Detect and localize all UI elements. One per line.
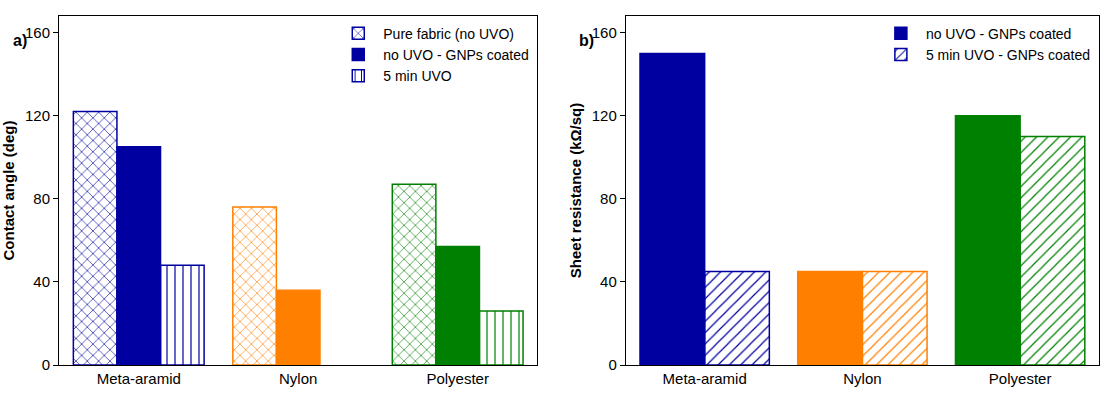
- svg-text:120: 120: [592, 107, 617, 124]
- svg-text:Meta-aramid: Meta-aramid: [97, 370, 181, 387]
- svg-text:Polyester: Polyester: [426, 370, 489, 387]
- svg-text:Sheet resistance (kΩ/sq): Sheet resistance (kΩ/sq): [567, 103, 584, 278]
- svg-text:Nylon: Nylon: [843, 370, 881, 387]
- svg-text:Meta-aramid: Meta-aramid: [663, 370, 747, 387]
- svg-text:no UVO - GNPs coated: no UVO - GNPs coated: [926, 26, 1072, 42]
- svg-text:160: 160: [592, 24, 617, 41]
- svg-text:no UVO - GNPs coated: no UVO - GNPs coated: [383, 47, 529, 63]
- svg-text:40: 40: [600, 273, 617, 290]
- svg-text:0: 0: [608, 356, 616, 373]
- svg-text:5 min UVO - GNPs coated: 5 min UVO - GNPs coated: [926, 47, 1090, 63]
- svg-text:120: 120: [25, 107, 50, 124]
- svg-text:Nylon: Nylon: [279, 370, 317, 387]
- svg-text:b): b): [579, 32, 594, 49]
- svg-text:160: 160: [25, 24, 50, 41]
- svg-text:a): a): [13, 32, 27, 49]
- svg-text:40: 40: [33, 273, 50, 290]
- svg-text:5 min UVO: 5 min UVO: [383, 68, 452, 84]
- svg-text:Polyester: Polyester: [989, 370, 1052, 387]
- svg-text:80: 80: [33, 190, 50, 207]
- svg-text:Contact angle (deg): Contact angle (deg): [0, 120, 17, 260]
- svg-text:80: 80: [600, 190, 617, 207]
- svg-text:0: 0: [42, 356, 50, 373]
- svg-text:Pure fabric (no UVO): Pure fabric (no UVO): [383, 26, 514, 42]
